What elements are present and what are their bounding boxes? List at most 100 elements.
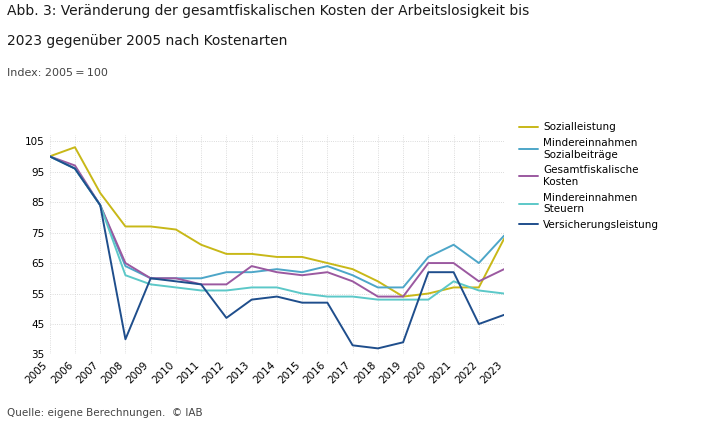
Mindereinnahmen
Steuern (96, 203, 104, 208)
Sozialleistung (121, 224, 130, 229)
Mindereinnahmen
Steuern (222, 288, 231, 293)
Mindereinnahmen
Sozialbeiträge (172, 276, 180, 281)
Legend: Sozialleistung, Mindereinnahmen
Sozialbeiträge, Gesamtfiskalische
Kosten, Minder: Sozialleistung, Mindereinnahmen Sozialbe… (515, 118, 663, 234)
Mindereinnahmen
Steuern (399, 297, 408, 302)
Gesamtfiskalische
Kosten (449, 260, 458, 265)
Mindereinnahmen
Steuern (474, 288, 483, 293)
Gesamtfiskalische
Kosten (247, 264, 256, 269)
Sozialleistung (349, 267, 357, 272)
Sozialleistung (273, 254, 281, 260)
Mindereinnahmen
Steuern (449, 279, 458, 284)
Gesamtfiskalische
Kosten (298, 273, 307, 278)
Mindereinnahmen
Sozialbeiträge (146, 276, 155, 281)
Mindereinnahmen
Sozialbeiträge (500, 233, 508, 238)
Text: Quelle: eigene Berechnungen.  © IAB: Quelle: eigene Berechnungen. © IAB (7, 408, 203, 418)
Versicherungsleistung (323, 300, 332, 305)
Mindereinnahmen
Sozialbeiträge (399, 285, 408, 290)
Versicherungsleistung (273, 294, 281, 299)
Line: Mindereinnahmen
Steuern: Mindereinnahmen Steuern (50, 157, 504, 300)
Gesamtfiskalische
Kosten (96, 203, 104, 208)
Mindereinnahmen
Steuern (373, 297, 382, 302)
Gesamtfiskalische
Kosten (71, 163, 80, 168)
Sozialleistung (449, 285, 458, 290)
Mindereinnahmen
Steuern (298, 291, 307, 296)
Mindereinnahmen
Steuern (500, 291, 508, 296)
Versicherungsleistung (146, 276, 155, 281)
Mindereinnahmen
Steuern (424, 297, 432, 302)
Mindereinnahmen
Steuern (146, 282, 155, 287)
Sozialleistung (222, 252, 231, 257)
Line: Sozialleistung: Sozialleistung (50, 147, 504, 297)
Sozialleistung (247, 252, 256, 257)
Mindereinnahmen
Steuern (323, 294, 332, 299)
Versicherungsleistung (96, 203, 104, 208)
Line: Gesamtfiskalische
Kosten: Gesamtfiskalische Kosten (50, 157, 504, 297)
Gesamtfiskalische
Kosten (197, 282, 205, 287)
Mindereinnahmen
Sozialbeiträge (323, 264, 332, 269)
Versicherungsleistung (474, 322, 483, 327)
Sozialleistung (298, 254, 307, 260)
Gesamtfiskalische
Kosten (273, 270, 281, 275)
Gesamtfiskalische
Kosten (121, 260, 130, 265)
Sozialleistung (96, 190, 104, 195)
Mindereinnahmen
Sozialbeiträge (349, 273, 357, 278)
Versicherungsleistung (424, 270, 432, 275)
Gesamtfiskalische
Kosten (146, 276, 155, 281)
Mindereinnahmen
Steuern (71, 166, 80, 171)
Versicherungsleistung (247, 297, 256, 302)
Sozialleistung (197, 242, 205, 247)
Gesamtfiskalische
Kosten (399, 294, 408, 299)
Gesamtfiskalische
Kosten (222, 282, 231, 287)
Gesamtfiskalische
Kosten (45, 154, 54, 159)
Mindereinnahmen
Sozialbeiträge (449, 242, 458, 247)
Text: 2023 gegenüber 2005 nach Kostenarten: 2023 gegenüber 2005 nach Kostenarten (7, 34, 288, 48)
Versicherungsleistung (121, 337, 130, 342)
Text: Index: 2005 = 100: Index: 2005 = 100 (7, 68, 108, 78)
Versicherungsleistung (399, 340, 408, 345)
Gesamtfiskalische
Kosten (373, 294, 382, 299)
Sozialleistung (424, 291, 432, 296)
Mindereinnahmen
Sozialbeiträge (96, 203, 104, 208)
Versicherungsleistung (500, 312, 508, 317)
Mindereinnahmen
Sozialbeiträge (222, 270, 231, 275)
Mindereinnahmen
Sozialbeiträge (424, 254, 432, 260)
Mindereinnahmen
Sozialbeiträge (273, 267, 281, 272)
Gesamtfiskalische
Kosten (172, 276, 180, 281)
Gesamtfiskalische
Kosten (424, 260, 432, 265)
Versicherungsleistung (172, 279, 180, 284)
Sozialleistung (71, 145, 80, 150)
Gesamtfiskalische
Kosten (323, 270, 332, 275)
Mindereinnahmen
Sozialbeiträge (474, 260, 483, 265)
Mindereinnahmen
Sozialbeiträge (247, 270, 256, 275)
Sozialleistung (172, 227, 180, 232)
Mindereinnahmen
Steuern (45, 154, 54, 159)
Gesamtfiskalische
Kosten (500, 267, 508, 272)
Text: Abb. 3: Veränderung der gesamtfiskalischen Kosten der Arbeitslosigkeit bis: Abb. 3: Veränderung der gesamtfiskalisch… (7, 4, 530, 18)
Mindereinnahmen
Sozialbeiträge (121, 264, 130, 269)
Versicherungsleistung (222, 315, 231, 320)
Sozialleistung (146, 224, 155, 229)
Versicherungsleistung (349, 343, 357, 348)
Line: Mindereinnahmen
Sozialbeiträge: Mindereinnahmen Sozialbeiträge (50, 157, 504, 287)
Mindereinnahmen
Sozialbeiträge (373, 285, 382, 290)
Sozialleistung (500, 236, 508, 241)
Versicherungsleistung (449, 270, 458, 275)
Versicherungsleistung (298, 300, 307, 305)
Versicherungsleistung (373, 346, 382, 351)
Gesamtfiskalische
Kosten (349, 279, 357, 284)
Mindereinnahmen
Sozialbeiträge (71, 166, 80, 171)
Versicherungsleistung (71, 166, 80, 171)
Sozialleistung (373, 279, 382, 284)
Versicherungsleistung (45, 154, 54, 159)
Mindereinnahmen
Sozialbeiträge (197, 276, 205, 281)
Line: Versicherungsleistung: Versicherungsleistung (50, 157, 504, 349)
Mindereinnahmen
Steuern (247, 285, 256, 290)
Sozialleistung (45, 154, 54, 159)
Sozialleistung (323, 260, 332, 265)
Versicherungsleistung (197, 282, 205, 287)
Mindereinnahmen
Steuern (349, 294, 357, 299)
Mindereinnahmen
Steuern (273, 285, 281, 290)
Sozialleistung (399, 294, 408, 299)
Sozialleistung (474, 285, 483, 290)
Mindereinnahmen
Sozialbeiträge (298, 270, 307, 275)
